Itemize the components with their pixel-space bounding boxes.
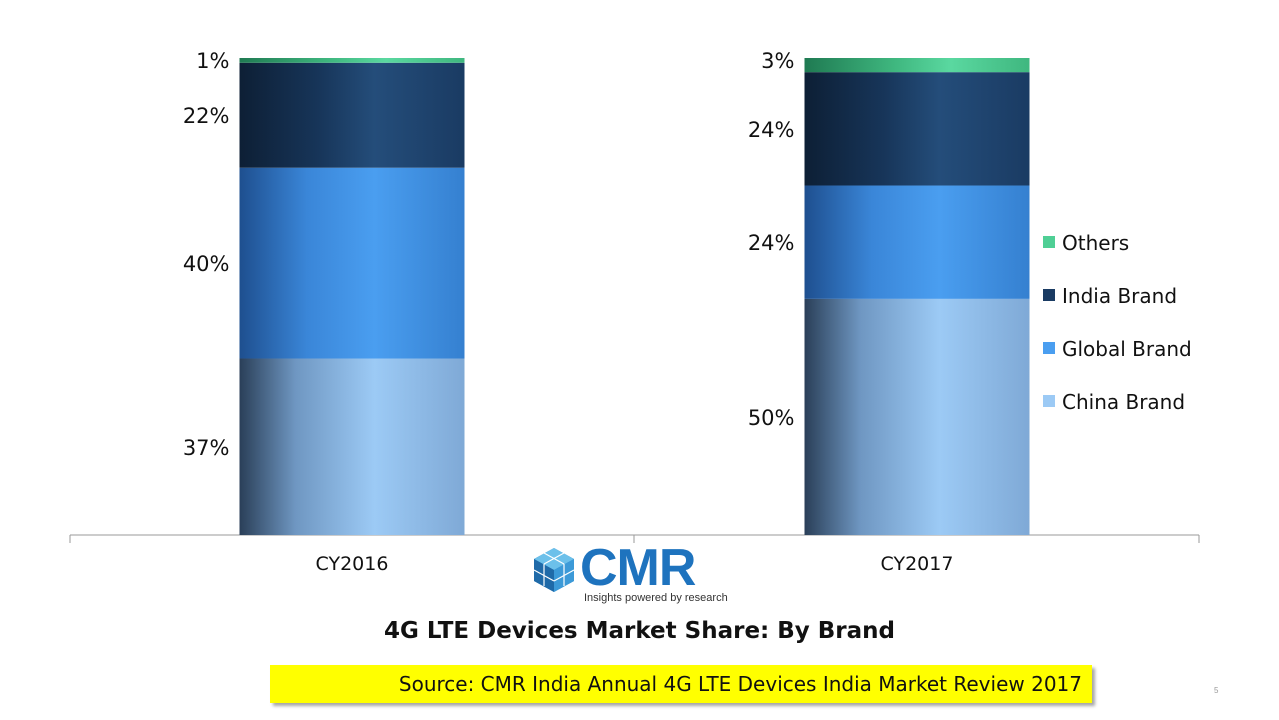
slide-number: 5 [1214, 686, 1219, 695]
data-label: 1% [196, 49, 229, 73]
data-label: 24% [748, 231, 795, 255]
logo-wordmark: CMR [580, 539, 696, 597]
category-label: CY2016 [316, 553, 389, 575]
legend-swatch-india-brand [1043, 289, 1055, 301]
legend-swatch-china-brand [1043, 395, 1055, 407]
bar-segment-others-cy2017 [804, 58, 1030, 73]
bar-segment-others-cy2016 [239, 58, 465, 63]
legend-label-china-brand: China Brand [1062, 390, 1185, 414]
data-label: 3% [761, 49, 794, 73]
legend-label-others: Others [1062, 231, 1129, 255]
source-banner: Source: CMR India Annual 4G LTE Devices … [270, 665, 1092, 703]
bar-segment-global-brand-cy2016 [239, 167, 465, 359]
bar-segment-india-brand-cy2017 [804, 72, 1030, 186]
category-label: CY2017 [881, 553, 954, 575]
data-label: 37% [183, 436, 230, 460]
legend-label-india-brand: India Brand [1062, 284, 1177, 308]
chart-caption: 4G LTE Devices Market Share: By Brand [383, 618, 896, 644]
bar-segment-india-brand-cy2016 [239, 62, 465, 168]
data-label: 50% [748, 406, 795, 430]
data-label: 24% [748, 118, 795, 142]
logo-tagline: Insights powered by research [584, 592, 728, 604]
cube-cluster-icon [533, 548, 575, 592]
legend-label-global-brand: Global Brand [1062, 337, 1192, 361]
data-label: 22% [183, 104, 230, 128]
bar-segment-china-brand-cy2016 [239, 358, 465, 535]
bar-segment-global-brand-cy2017 [804, 185, 1030, 299]
legend-swatch-others [1043, 236, 1055, 248]
bar-segment-china-brand-cy2017 [804, 298, 1030, 535]
legend-swatch-global-brand [1043, 342, 1055, 354]
data-label: 40% [183, 252, 230, 276]
cmr-logo: CMR Insights powered by research [530, 539, 730, 608]
